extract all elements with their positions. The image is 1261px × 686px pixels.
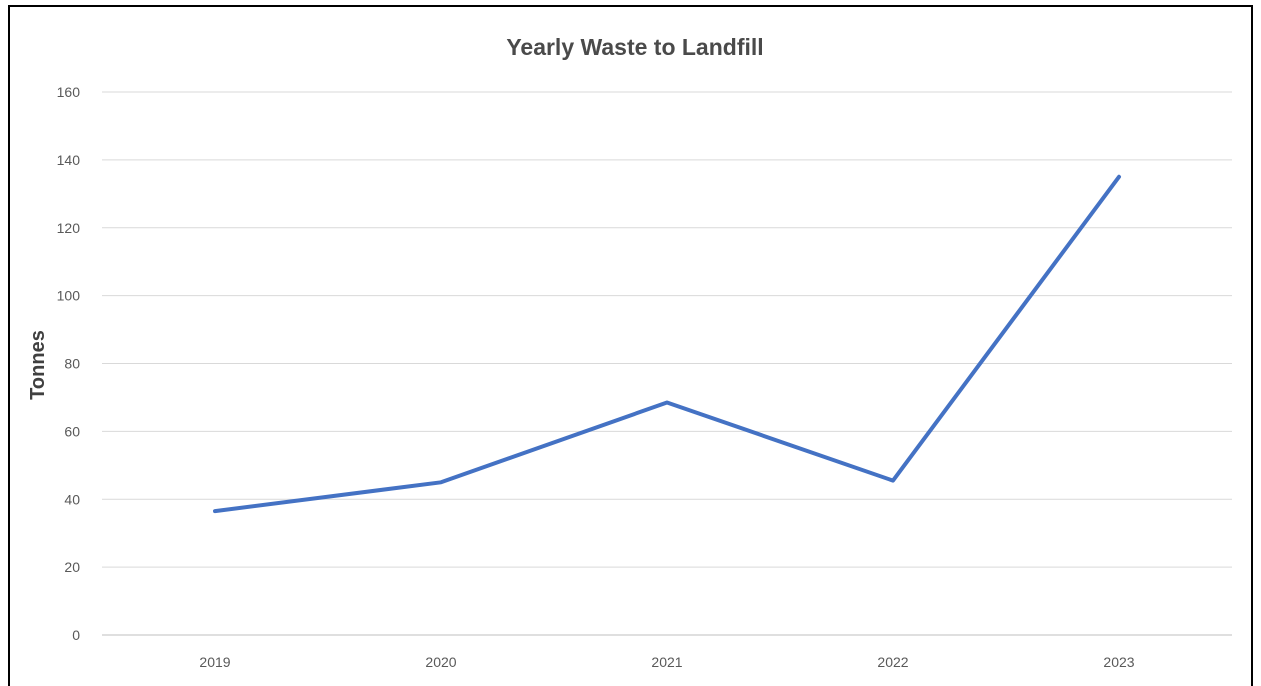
series-line	[213, 174, 1121, 514]
x-tick-label: 2020	[425, 654, 456, 670]
chart-frame	[8, 5, 1253, 686]
x-tick-label: 2021	[651, 654, 682, 670]
chart-title: Yearly Waste to Landfill	[506, 34, 763, 60]
y-tick-label: 140	[57, 152, 81, 168]
x-tick-label: 2019	[199, 654, 230, 670]
series-layer	[213, 174, 1121, 514]
y-tick-labels: 0 20 40 60 80 100 120 140 160	[57, 84, 81, 643]
x-tick-label: 2023	[1103, 654, 1134, 670]
gridlines	[102, 91, 1232, 636]
y-tick-label: 120	[57, 220, 81, 236]
x-tick-label: 2022	[877, 654, 908, 670]
y-tick-label: 160	[57, 84, 81, 100]
y-tick-label: 60	[64, 423, 80, 439]
y-tick-label: 20	[64, 559, 80, 575]
y-axis-label: Tonnes	[27, 330, 49, 400]
y-tick-label: 40	[64, 491, 80, 507]
y-tick-label: 100	[57, 288, 81, 304]
y-tick-label: 80	[64, 356, 80, 372]
x-tick-labels: 2019 2020 2021 2022 2023	[199, 654, 1134, 670]
y-tick-label: 0	[72, 627, 80, 643]
